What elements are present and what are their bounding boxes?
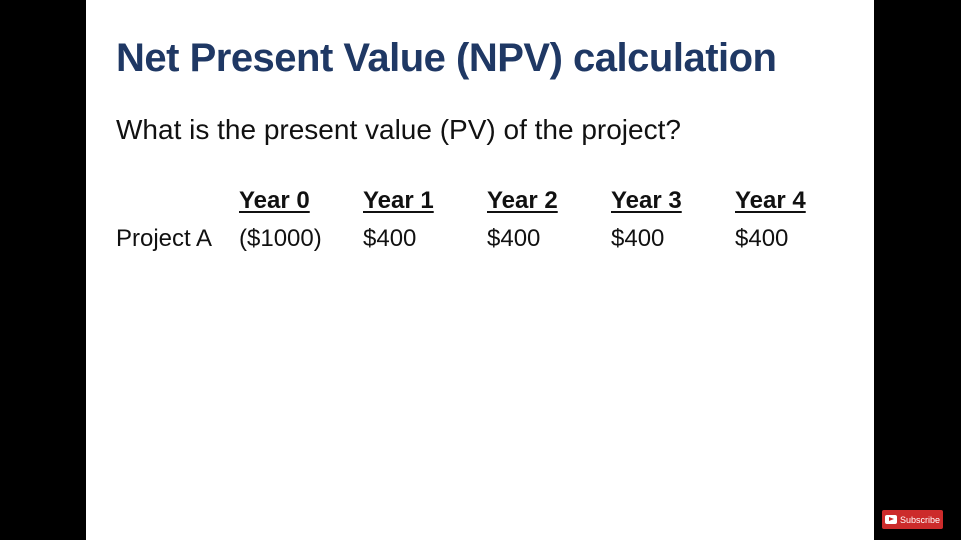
table-cell: ($1000)	[239, 225, 322, 252]
table-cell: $400	[735, 225, 789, 252]
table-cell: $400	[487, 225, 541, 252]
table-header-row: Year 0 Year 1 Year 2 Year 3 Year 4	[116, 182, 859, 220]
table-header-year-4: Year 4	[735, 187, 806, 214]
table-row: Project A ($1000) $400 $400 $400 $400	[116, 220, 859, 258]
slide-title: Net Present Value (NPV) calculation	[116, 36, 777, 80]
table-header-year-0: Year 0	[239, 187, 310, 214]
youtube-play-icon	[884, 515, 897, 524]
subscribe-label: Subscribe	[899, 514, 941, 525]
table-cell: $400	[611, 225, 665, 252]
table-cell: $400	[363, 225, 417, 252]
table-header-year-3: Year 3	[611, 187, 682, 214]
subscribe-button[interactable]: Subscribe	[882, 510, 943, 529]
row-label: Project A	[116, 225, 213, 252]
slide-subtitle: What is the present value (PV) of the pr…	[116, 114, 681, 145]
table-header-year-1: Year 1	[363, 187, 434, 214]
presentation-slide: Net Present Value (NPV) calculation What…	[86, 0, 874, 540]
table-header-corner	[116, 182, 239, 220]
table-header-year-2: Year 2	[487, 187, 558, 214]
cash-flow-table: Year 0 Year 1 Year 2 Year 3 Year 4 Proje…	[116, 182, 859, 258]
